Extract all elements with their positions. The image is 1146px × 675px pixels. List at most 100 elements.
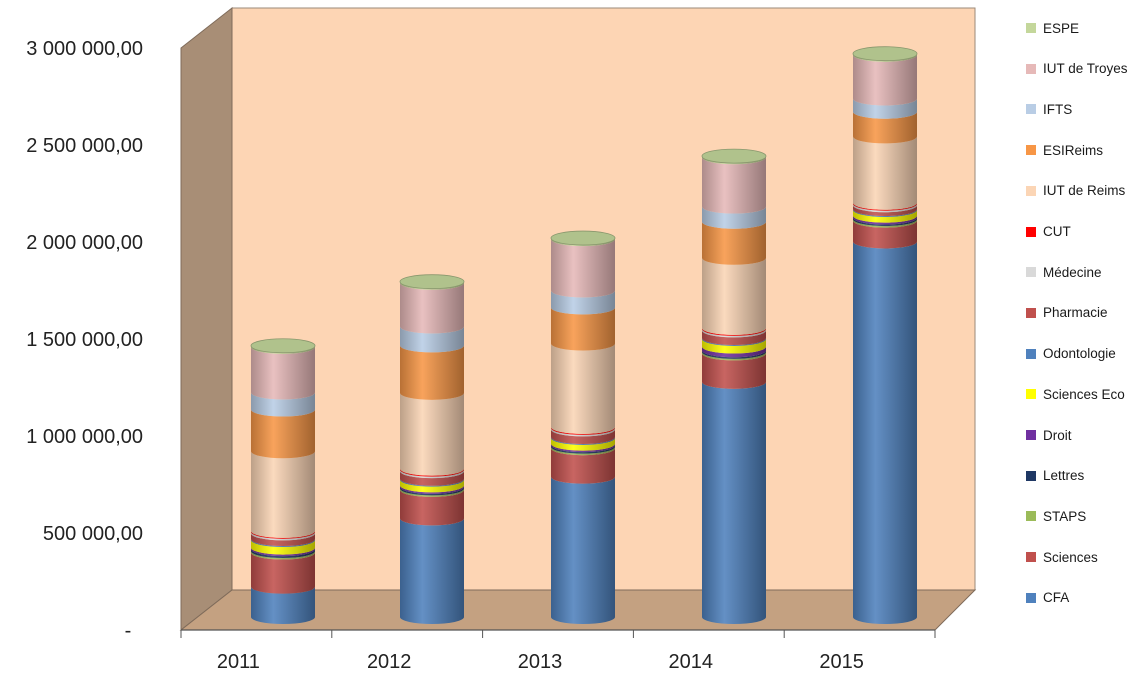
legend-swatch (1026, 348, 1036, 359)
legend-item: IUT de Troyes (1026, 59, 1128, 79)
bar-segment-ifts (702, 206, 766, 229)
bar-segment-m-decine (702, 328, 766, 338)
legend-swatch (1026, 430, 1036, 440)
legend-item: IUT de Reims (1026, 181, 1125, 201)
bar-segment-m-decine (551, 427, 615, 437)
legend-item: Sciences (1026, 547, 1098, 567)
legend-label: IUT de Troyes (1043, 61, 1128, 77)
legend-swatch (1026, 511, 1036, 522)
legend-item: Médecine (1026, 262, 1102, 282)
bar-segment-sciences-eco (853, 209, 917, 223)
y-tick-label: 500 000,00 (43, 523, 143, 545)
legend-label: IFTS (1043, 101, 1073, 117)
bar-segment-esireims (853, 111, 917, 144)
bar-2012 (399, 274, 465, 624)
legend-item: Pharmacie (1026, 303, 1108, 323)
bar-segment-cfa (251, 586, 315, 624)
bar-top-cap (852, 46, 918, 62)
legend-label: Sciences Eco (1043, 386, 1125, 402)
legend-item: STAPS (1026, 506, 1086, 526)
bar-segment-iut-de-troyes (400, 282, 464, 334)
legend-swatch (1026, 470, 1036, 481)
bar-top-cap (701, 148, 767, 164)
legend-swatch (1026, 104, 1036, 115)
legend-swatch (1026, 389, 1036, 400)
legend-label: ESIReims (1043, 142, 1104, 158)
legend-swatch (1026, 307, 1036, 318)
bar-segment-sciences (853, 220, 917, 249)
legend-label: ESPE (1043, 20, 1080, 36)
bar-segment-pharmacie (853, 205, 917, 217)
bar-segment-iut-de-troyes (702, 157, 766, 214)
legend-item: ESIReims (1026, 140, 1103, 160)
bar-segment-pharmacie (251, 533, 315, 547)
bar-segment-sciences (702, 353, 766, 389)
legend-item: CUT (1026, 222, 1071, 242)
bar-2013 (550, 230, 616, 624)
bar-segment-sciences (400, 489, 464, 526)
legend-label: Droit (1043, 427, 1072, 443)
legend-swatch (1026, 552, 1036, 563)
legend-item: Odontologie (1026, 344, 1116, 364)
bar-segment-iut-de-reims (702, 257, 766, 335)
bar-segment-esireims (400, 345, 464, 400)
bar-segment-sciences-eco (702, 338, 766, 354)
legend-swatch (1026, 226, 1036, 237)
legend-label: IUT de Reims (1043, 183, 1126, 199)
x-tick-label: 2014 (669, 651, 714, 673)
bar-segment-cfa (400, 518, 464, 624)
bar-segment-sciences (551, 448, 615, 484)
legend-label: Odontologie (1043, 346, 1116, 362)
legend-label: Sciences (1043, 549, 1098, 565)
bar-segment-iut-de-reims (551, 343, 615, 434)
legend-swatch (1026, 63, 1036, 74)
legend-label: Médecine (1043, 264, 1102, 280)
bar-segment-pharmacie (400, 471, 464, 486)
bar-segment-staps (400, 488, 464, 497)
legend-label: CFA (1043, 590, 1070, 606)
bar-top-cap (550, 230, 616, 246)
bar-2011 (250, 338, 316, 624)
bar-top-cap (399, 274, 465, 290)
bar-segment-sciences-eco (551, 437, 615, 451)
x-tick-label: 2012 (367, 651, 412, 673)
bar-segment-droit (702, 346, 766, 358)
bar-segment-droit (251, 547, 315, 557)
bars (250, 46, 918, 624)
y-axis: - 500 000,00 1 000 000,00 1 500 000,00 2 000… (26, 38, 143, 642)
bar-segment-iut-de-reims (853, 136, 917, 210)
bar-segment-iut-de-troyes (551, 239, 615, 298)
bar-segment-m-decine (400, 469, 464, 479)
x-tick-label: 2015 (819, 651, 864, 673)
y-tick-label: 3 000 000,00 (26, 38, 143, 60)
bar-segment-esireims (551, 307, 615, 351)
bar-segment-staps (702, 351, 766, 361)
legend-item: Sciences Eco (1026, 384, 1125, 404)
bar-segment-iut-de-reims (400, 392, 464, 476)
bar-segment-esireims (702, 221, 766, 265)
y-tick-label: 1 500 000,00 (26, 329, 143, 351)
legend-label: Lettres (1043, 468, 1085, 484)
bar-segment-staps (251, 550, 315, 560)
bar-segment-lettres (551, 445, 615, 454)
bar-segment-cfa (551, 476, 615, 624)
bar-2014 (701, 148, 767, 624)
bar-segment-pharmacie (551, 429, 615, 445)
bar-segment-iut-de-troyes (251, 346, 315, 400)
bar-segment-ifts (551, 290, 615, 315)
legend-swatch (1026, 267, 1036, 278)
bar-segment-iut-de-reims (251, 451, 315, 538)
bar-2015 (852, 46, 918, 624)
legend-swatch (1026, 145, 1036, 156)
legend-label: CUT (1043, 224, 1071, 239)
bar-segment-staps (853, 219, 917, 228)
legend-item: ESPE (1026, 18, 1079, 38)
legend-item: Droit (1026, 425, 1072, 445)
bar-segment-cfa (702, 381, 766, 624)
bar-segment-staps (551, 446, 615, 456)
legend-label: STAPS (1043, 508, 1087, 524)
x-axis: 2011 2012 2013 2014 2015 (180, 629, 936, 673)
bar-segment-iut-de-troyes (853, 54, 917, 106)
bar-segment-sciences (251, 552, 315, 594)
